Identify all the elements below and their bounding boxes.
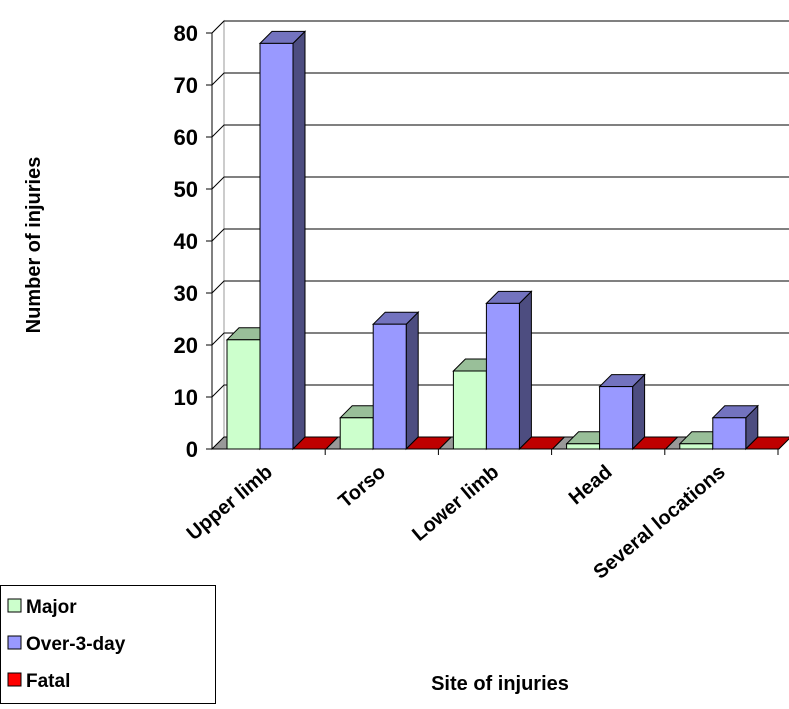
bar xyxy=(712,417,747,450)
grid-line xyxy=(211,20,789,34)
y-tick-label: 30 xyxy=(174,281,198,306)
x-tick-label: Lower limb xyxy=(408,461,503,546)
x-axis-title: Site of injuries xyxy=(431,673,569,695)
legend-label: Major xyxy=(26,597,77,618)
grid-line xyxy=(211,176,789,190)
bar-top xyxy=(518,436,566,450)
y-tick-label: 80 xyxy=(174,21,198,46)
legend-label: Fatal xyxy=(26,671,70,692)
legend-swatch xyxy=(7,598,22,613)
x-tick-label: Head xyxy=(565,461,617,509)
y-tick-label: 70 xyxy=(174,73,198,98)
bar xyxy=(566,443,601,450)
bar xyxy=(226,339,261,450)
bar xyxy=(599,386,634,450)
bar xyxy=(485,302,520,450)
grid-line xyxy=(211,124,789,138)
y-tick-label: 10 xyxy=(174,385,198,410)
grid-line xyxy=(211,280,789,294)
bar-side xyxy=(292,30,306,451)
y-tick-label: 20 xyxy=(174,333,198,358)
bar-top xyxy=(744,436,789,450)
legend-label: Over-3-day xyxy=(26,634,126,655)
bar-side xyxy=(405,310,419,451)
bar xyxy=(452,370,487,450)
legend-swatch xyxy=(7,635,22,650)
grid-line xyxy=(211,72,789,86)
bar-side xyxy=(518,290,532,451)
bar-top xyxy=(404,436,453,450)
x-tick-label: Torso xyxy=(334,461,390,513)
bar-top xyxy=(291,436,340,450)
legend: Major Over-3-day Fatal xyxy=(0,585,216,704)
bar xyxy=(372,323,407,450)
legend-swatch xyxy=(7,672,22,687)
y-tick-label: 40 xyxy=(174,229,198,254)
bar-top xyxy=(631,436,679,450)
bar-side xyxy=(632,373,646,451)
grid-line xyxy=(211,332,789,346)
x-tick-label: Upper limb xyxy=(183,461,277,545)
y-axis-title: Number of injuries xyxy=(23,157,45,334)
bar xyxy=(679,443,714,450)
y-tick-label: 60 xyxy=(174,125,198,150)
y-tick-label: 50 xyxy=(174,177,198,202)
grid-line xyxy=(211,228,789,242)
bar xyxy=(259,42,294,450)
legend-box xyxy=(0,585,216,704)
y-tick-label: 0 xyxy=(186,437,198,462)
bar xyxy=(339,417,374,450)
